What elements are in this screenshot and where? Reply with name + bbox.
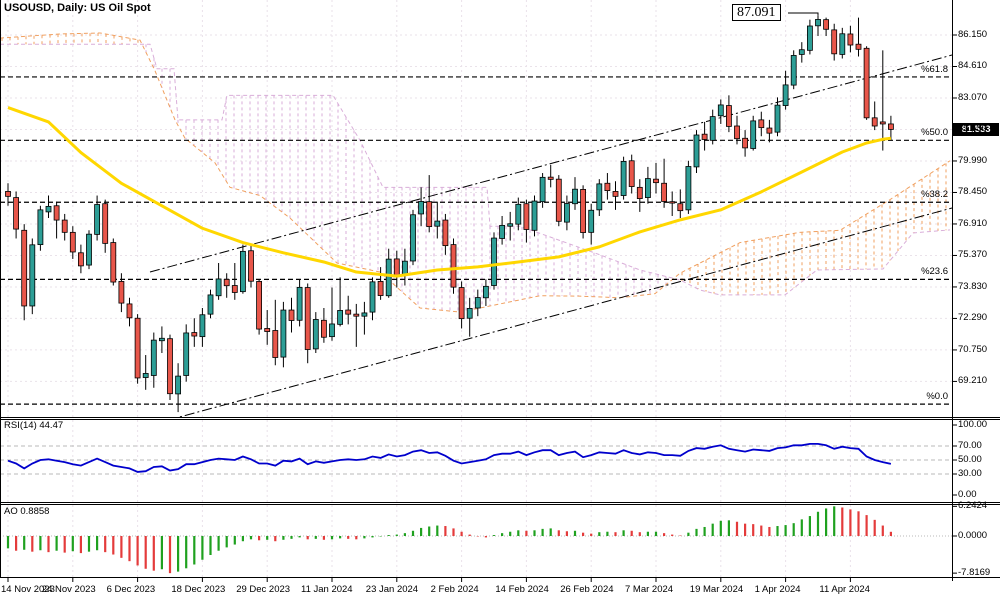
date-axis-label: 1 Apr 2024 — [754, 584, 801, 595]
moving-average-line — [7, 106, 892, 278]
rsi-axis-tick: 0.00 — [958, 489, 977, 500]
date-axis-label: 7 Mar 2024 — [625, 584, 674, 595]
rsi-indicator-label: RSI(14) 44.47 — [4, 420, 64, 431]
ao-axis-tick: -7.8169 — [958, 567, 991, 579]
current-price-badge: 81.533 — [953, 122, 999, 136]
date-axis-label: 24 Nov 2023 — [41, 584, 96, 595]
date-axis-label: 11 Jan 2024 — [301, 584, 353, 595]
price-axis-tick: 70.750 — [958, 343, 988, 355]
date-axis-label: 23 Jan 2024 — [365, 584, 419, 595]
date-axis-label: 2 Feb 2024 — [430, 584, 479, 595]
panel-frame — [0, 0, 1000, 582]
date-axis-label: 26 Feb 2024 — [560, 584, 614, 595]
ao-indicator-label: AO 0.8858 — [4, 506, 50, 517]
fib-level-label: %50.0 — [921, 127, 948, 139]
price-axis-tick: 76.910 — [958, 217, 988, 229]
rsi-axis-tick: 70.00 — [958, 440, 982, 451]
rsi-axis-tick: 100.00 — [958, 419, 988, 430]
ichimoku-cloud — [0, 32, 951, 313]
candlestick-layer — [5, 15, 894, 413]
date-axis-label: 14 Nov 2023 — [1, 584, 55, 595]
price-axis-tick: 69.210 — [958, 375, 988, 387]
date-axis-label: 29 Dec 2023 — [236, 584, 291, 595]
ao-histogram — [0, 506, 952, 574]
fib-level-label: %61.8 — [921, 63, 948, 75]
price-axis-tick: 78.450 — [958, 186, 988, 198]
price-axis-tick: 84.610 — [958, 60, 988, 72]
date-axis-label: 6 Dec 2023 — [106, 584, 156, 595]
callout-connector — [788, 12, 819, 16]
price-axis-tick: 86.150 — [958, 29, 988, 40]
rsi-axis-tick: 30.00 — [958, 468, 982, 479]
ao-axis-tick: 6.2424 — [958, 500, 988, 512]
fib-level-label: %0.0 — [926, 391, 948, 403]
grid-lines — [0, 0, 952, 577]
price-axis-tick: 81.530 — [958, 123, 988, 135]
date-axis-label: 18 Dec 2023 — [171, 584, 226, 595]
trend-channel — [149, 54, 952, 417]
high-price-callout[interactable]: 87.091 — [732, 4, 781, 21]
rsi-line — [7, 442, 892, 473]
date-axis-label: 19 Mar 2024 — [689, 584, 744, 595]
date-axis-label: 11 Apr 2024 — [819, 584, 870, 595]
fib-level-label: %38.2 — [921, 189, 948, 201]
price-axis-tick: 73.830 — [958, 280, 988, 292]
rsi-axis-tick: 50.00 — [958, 454, 982, 465]
price-axis-tick: 79.990 — [958, 154, 988, 166]
senkou-span-a-line — [0, 32, 951, 313]
price-axis-tick: 75.370 — [958, 249, 988, 261]
price-axis-tick: 83.070 — [958, 91, 988, 103]
fib-level-label: %23.6 — [921, 266, 948, 278]
fibonacci-retracement — [0, 76, 952, 405]
date-axis-label: 14 Feb 2024 — [495, 584, 549, 595]
rsi-panel — [0, 442, 952, 475]
price-axis-tick: 72.290 — [958, 312, 988, 324]
ao-axis-tick: 0.0000 — [958, 530, 988, 541]
chart-title: USOUSD, Daily: US Oil Spot — [4, 2, 151, 14]
